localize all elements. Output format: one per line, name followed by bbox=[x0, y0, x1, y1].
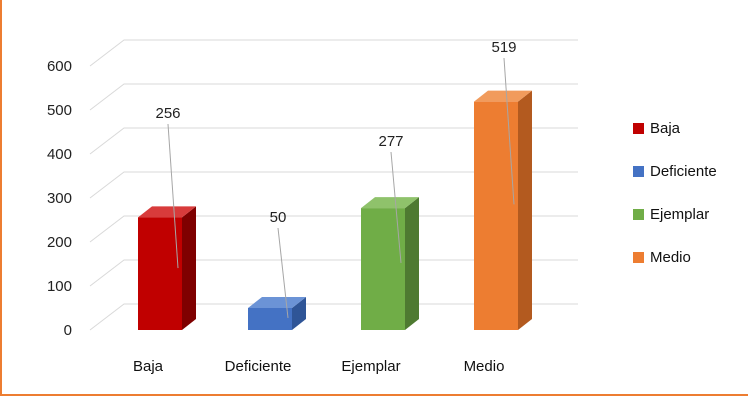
y-tick-label: 300 bbox=[47, 190, 72, 207]
bar-top bbox=[474, 90, 532, 102]
bar-top bbox=[248, 297, 306, 308]
bars bbox=[138, 90, 532, 330]
y-tick-label: 400 bbox=[47, 146, 72, 163]
data-label-leaders bbox=[167, 57, 515, 318]
leader-line bbox=[503, 57, 515, 205]
bar-front bbox=[474, 101, 518, 330]
legend-entry: Medio bbox=[650, 249, 691, 266]
legend-entry: Ejemplar bbox=[650, 206, 709, 223]
bar-side bbox=[518, 90, 532, 330]
bar-side bbox=[405, 197, 419, 330]
y-tick-label: 600 bbox=[47, 58, 72, 75]
data-labels: 256 50 277 519 bbox=[155, 39, 516, 226]
gridline bbox=[89, 215, 578, 243]
x-category-label: Ejemplar bbox=[341, 358, 400, 375]
x-category-label: Medio bbox=[464, 358, 505, 375]
x-axis-categories: Baja Deficiente Ejemplar Medio bbox=[133, 358, 504, 375]
bar-top bbox=[361, 197, 419, 209]
x-category-label: Deficiente bbox=[225, 358, 292, 375]
legend-swatch bbox=[633, 166, 644, 177]
y-tick-label: 200 bbox=[47, 234, 72, 251]
bar-baja bbox=[138, 206, 196, 330]
data-label: 277 bbox=[378, 133, 403, 150]
bar-top bbox=[138, 206, 196, 218]
y-tick-label: 100 bbox=[47, 278, 72, 295]
leader-line bbox=[277, 227, 289, 318]
leader-line bbox=[167, 123, 179, 269]
legend: Baja Deficiente Ejemplar Medio bbox=[633, 120, 717, 266]
gridline bbox=[89, 171, 578, 199]
gridlines bbox=[89, 39, 578, 331]
bar-front bbox=[361, 208, 405, 330]
legend-swatch bbox=[633, 123, 644, 134]
legend-swatch bbox=[633, 209, 644, 220]
gridline bbox=[89, 303, 578, 331]
bar-front bbox=[248, 308, 292, 330]
bar-side bbox=[182, 206, 196, 330]
bar-medio bbox=[474, 90, 532, 330]
data-label: 50 bbox=[270, 209, 287, 226]
y-axis-ticks: 0 100 200 300 400 500 600 bbox=[47, 58, 72, 339]
data-label: 519 bbox=[491, 39, 516, 56]
bar-ejemplar bbox=[361, 197, 419, 330]
gridline bbox=[89, 259, 578, 287]
y-tick-label: 500 bbox=[47, 102, 72, 119]
bar-deficiente bbox=[248, 297, 306, 330]
gridline bbox=[89, 39, 578, 67]
data-label: 256 bbox=[155, 105, 180, 122]
leader-line bbox=[390, 151, 402, 264]
x-category-label: Baja bbox=[133, 358, 164, 375]
bar-front bbox=[138, 217, 182, 330]
legend-entry: Deficiente bbox=[650, 163, 717, 180]
gridline bbox=[89, 83, 578, 111]
legend-entry: Baja bbox=[650, 120, 681, 137]
y-tick-label: 0 bbox=[64, 322, 72, 339]
legend-swatch bbox=[633, 252, 644, 263]
gridline bbox=[89, 127, 578, 155]
